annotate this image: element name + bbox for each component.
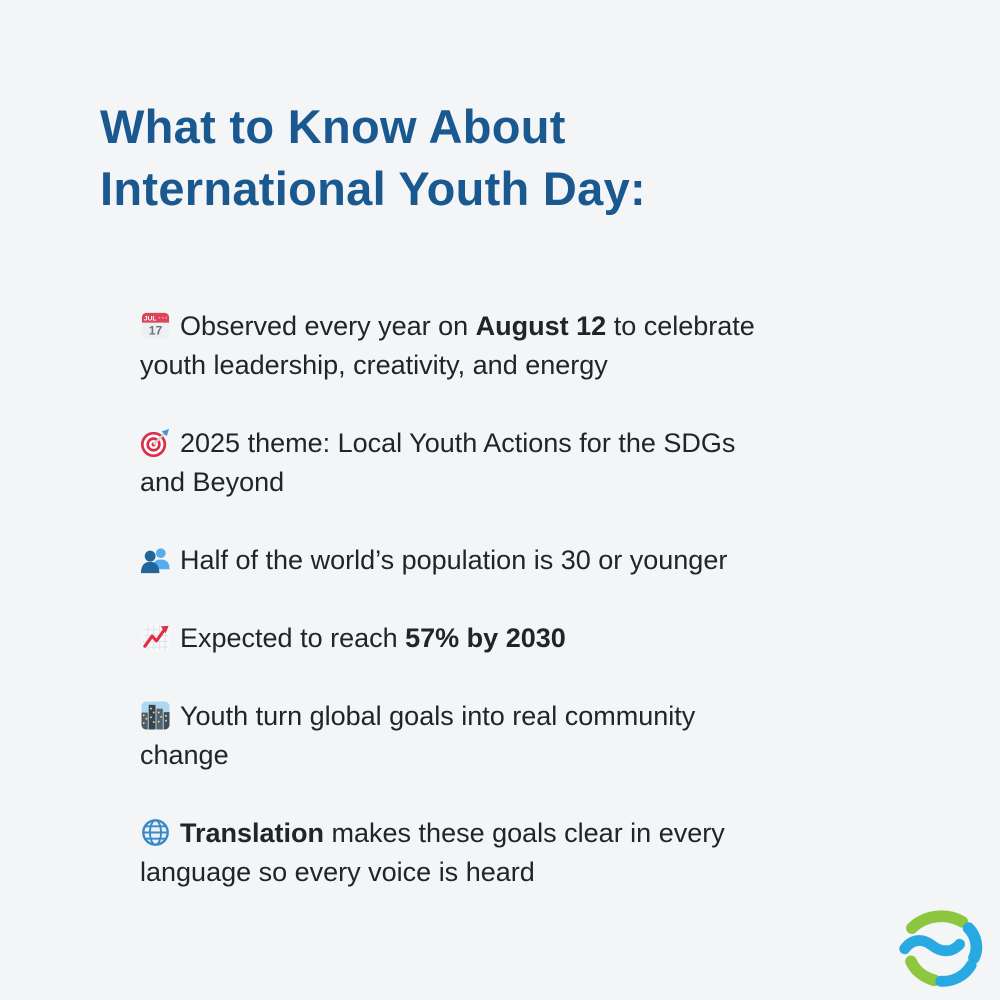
- fact-text: Half of the world’s population is 30 or …: [180, 545, 728, 575]
- target-icon: [140, 427, 171, 458]
- globe-icon: [140, 817, 171, 848]
- people-icon: [140, 544, 171, 575]
- fact-item: 2025 theme: Local Youth Actions for the …: [140, 424, 900, 502]
- fact-item: JUL 17 Observed every year on August 12 to…: [140, 307, 900, 385]
- fact-item: Youth turn global goals into real commun…: [140, 697, 900, 775]
- fact-item: Translation makes these goals clear in e…: [140, 814, 900, 892]
- chart-up-icon: [140, 622, 171, 653]
- facts-list: JUL 17 Observed every year on August 12 to…: [140, 307, 900, 931]
- brand-swirl-logo: [891, 902, 985, 992]
- fact-text: 2025 theme: Local Youth Actions for the …: [140, 428, 736, 497]
- fact-item: Half of the world’s population is 30 or …: [140, 541, 900, 580]
- fact-text: to celebrate youth leadership, creativit…: [140, 311, 755, 380]
- title-line-2: International Youth Day:: [100, 162, 647, 215]
- fact-text-bold: 57% by 2030: [405, 623, 566, 653]
- cityscape-icon: [140, 700, 171, 731]
- calendar-icon: JUL 17: [140, 310, 171, 341]
- fact-text: Expected to reach: [180, 623, 406, 653]
- fact-text: Youth turn global goals into real commun…: [140, 701, 696, 770]
- fact-text-bold: Translation: [180, 818, 325, 848]
- fact-text: Observed every year on: [180, 311, 476, 341]
- fact-item: Expected to reach 57% by 2030: [140, 619, 900, 658]
- swirl-logo-graphic: [899, 910, 983, 987]
- fact-text: makes these goals clear in every languag…: [140, 818, 725, 887]
- fact-text-bold: August 12: [475, 311, 607, 341]
- title-line-1: What to Know About: [100, 100, 566, 153]
- page-title: What to Know About International Youth D…: [100, 96, 646, 220]
- svg-text:JUL: JUL: [144, 315, 157, 322]
- svg-text:17: 17: [149, 324, 163, 338]
